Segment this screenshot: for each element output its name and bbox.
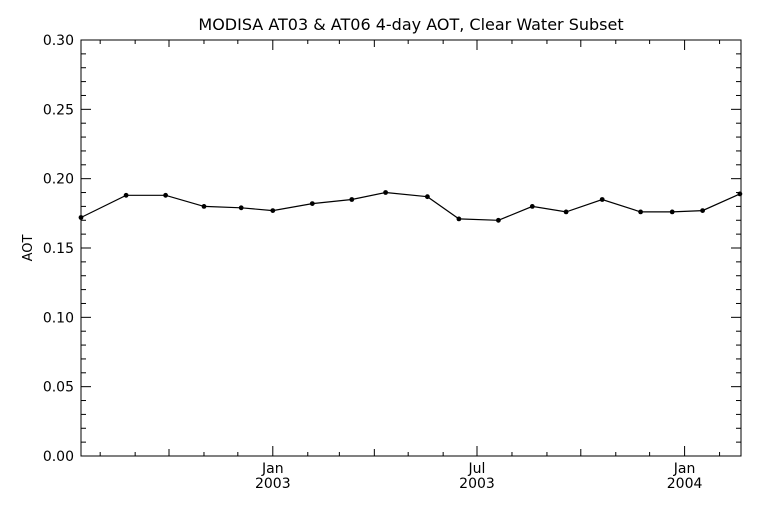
data-point bbox=[700, 208, 705, 214]
y-tick-label: 0.25 bbox=[43, 102, 74, 118]
data-point bbox=[669, 209, 675, 215]
y-tick-label: 0.20 bbox=[43, 172, 74, 188]
data-point bbox=[78, 215, 84, 220]
data-point bbox=[599, 197, 605, 202]
series-layer bbox=[78, 190, 743, 223]
data-point bbox=[563, 209, 569, 215]
y-tick-label: 0.10 bbox=[43, 310, 74, 326]
x-tick-label-month: Jul bbox=[468, 461, 486, 477]
plot-frame bbox=[80, 39, 742, 457]
y-tick-label: 0.15 bbox=[43, 241, 74, 257]
chart-title: MODISA AT03 & AT06 4-day AOT, Clear Wate… bbox=[198, 15, 623, 34]
data-point bbox=[270, 208, 276, 214]
x-tick-label-year: 2003 bbox=[255, 476, 291, 492]
data-point bbox=[496, 217, 501, 223]
x-tick-label-year: 2003 bbox=[459, 476, 495, 492]
y-axis-label: AOT bbox=[21, 235, 36, 262]
data-point bbox=[163, 192, 169, 198]
x-tick-label-month: Jan bbox=[261, 461, 284, 477]
data-point bbox=[349, 197, 355, 202]
data-point bbox=[123, 192, 129, 198]
data-point bbox=[309, 201, 315, 207]
y-tick-label: 0.05 bbox=[43, 380, 74, 396]
series-line bbox=[80, 191, 741, 221]
data-point bbox=[201, 204, 207, 209]
data-point bbox=[238, 205, 244, 211]
data-point bbox=[456, 216, 462, 222]
y-tick-label: 0.00 bbox=[43, 449, 74, 465]
y-axis: 0.00 0.05 0.10 0.15 0.20 0.25 0.30 bbox=[43, 33, 741, 465]
x-tick-label-month: Jan bbox=[673, 461, 696, 477]
data-point bbox=[425, 194, 430, 200]
data-point bbox=[737, 191, 743, 197]
x-tick-label-year: 2004 bbox=[667, 476, 703, 492]
data-point bbox=[529, 204, 535, 209]
y-tick-label: 0.30 bbox=[43, 33, 74, 49]
data-point bbox=[383, 190, 388, 195]
data-point bbox=[638, 209, 643, 215]
